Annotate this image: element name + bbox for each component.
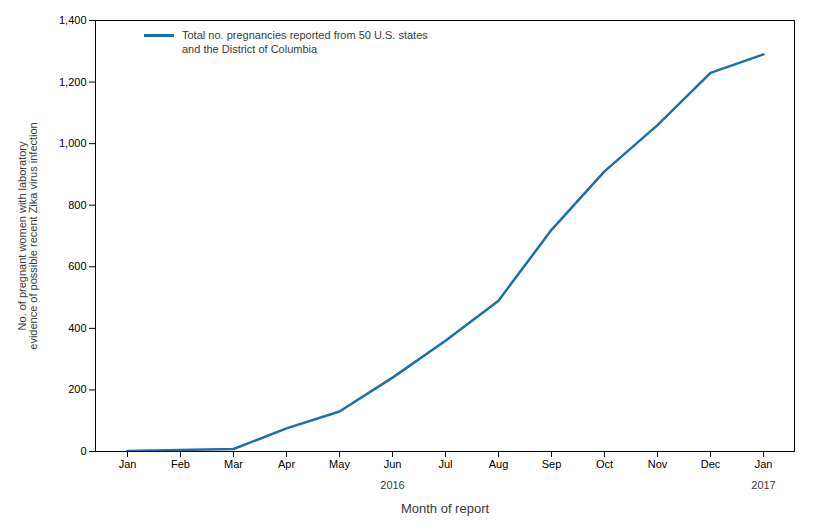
- svg-text:1,000: 1,000: [59, 137, 87, 149]
- svg-text:Jun: Jun: [384, 458, 402, 470]
- svg-text:Nov: Nov: [648, 458, 668, 470]
- svg-text:Mar: Mar: [224, 458, 243, 470]
- svg-text:Oct: Oct: [596, 458, 613, 470]
- svg-text:2016: 2016: [380, 479, 404, 491]
- svg-text:Feb: Feb: [171, 458, 190, 470]
- svg-text:Jul: Jul: [438, 458, 452, 470]
- svg-text:Apr: Apr: [278, 458, 295, 470]
- svg-text:No. of pregnant women with lab: No. of pregnant women with laboratoryevi…: [16, 122, 39, 349]
- svg-text:600: 600: [68, 260, 86, 272]
- svg-text:1,400: 1,400: [59, 14, 87, 26]
- svg-text:1,200: 1,200: [59, 76, 87, 88]
- svg-text:Jan: Jan: [755, 458, 773, 470]
- svg-text:Month of report: Month of report: [401, 501, 490, 516]
- svg-text:2017: 2017: [751, 479, 775, 491]
- svg-text:Sep: Sep: [542, 458, 562, 470]
- svg-text:800: 800: [68, 199, 86, 211]
- svg-text:Aug: Aug: [489, 458, 509, 470]
- html-text:Total no. pregnancies reported: Total no. pregnancies reported from 50 U…: [182, 29, 428, 56]
- svg-text:400: 400: [68, 322, 86, 334]
- svg-text:May: May: [329, 458, 350, 470]
- svg-text:0: 0: [80, 445, 86, 457]
- svg-text:Dec: Dec: [701, 458, 721, 470]
- svg-text:Jan: Jan: [119, 458, 137, 470]
- svg-text:200: 200: [68, 383, 86, 395]
